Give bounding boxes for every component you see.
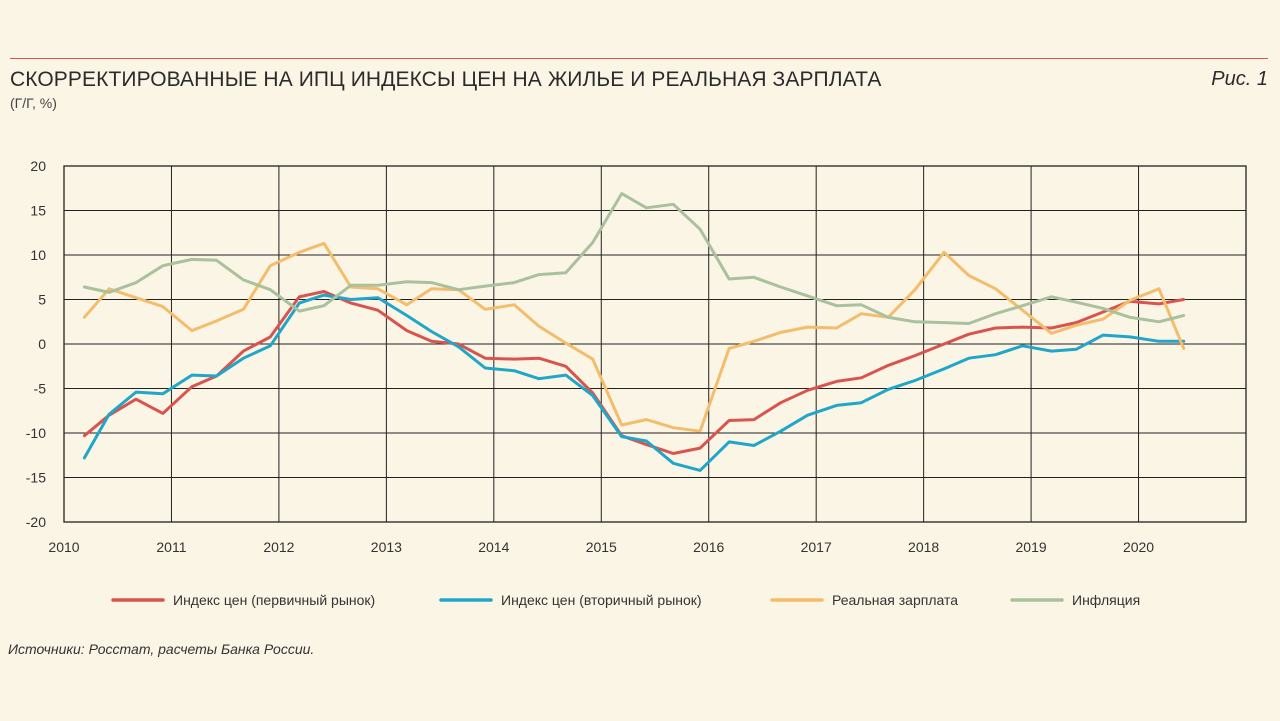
x-tick-label: 2016 — [693, 539, 724, 555]
y-tick-label: -15 — [26, 470, 46, 486]
y-tick-label: -20 — [26, 514, 46, 530]
x-axis-ticks: 2010 2011 2012 2013 2014 2015 2016 2017 2018 2019… — [48, 539, 1154, 555]
series-line-1 — [82, 290, 1186, 455]
x-tick-label: 2013 — [371, 539, 402, 555]
series-line-2 — [82, 293, 1186, 472]
x-tick-label: 2020 — [1123, 539, 1154, 555]
x-tick-label: 2015 — [586, 539, 617, 555]
y-tick-label: 15 — [30, 203, 46, 219]
grid — [63, 165, 1247, 523]
legend-label-4: Инфляция — [1072, 592, 1140, 608]
y-tick-label: -10 — [26, 425, 46, 441]
legend: Индекс цен (первичный рынок) Индекс цен (… — [111, 592, 1140, 608]
figure-label: Рис. 1 — [1211, 68, 1268, 90]
x-tick-label: 2012 — [263, 539, 294, 555]
y-tick-label: 20 — [30, 158, 46, 174]
figure-subtitle: (Г/Г, %) — [10, 95, 57, 111]
y-tick-label: 10 — [30, 247, 46, 263]
y-tick-label: 0 — [38, 336, 46, 352]
legend-label-3: Реальная зарплата — [832, 592, 958, 608]
x-tick-label: 2014 — [478, 539, 509, 555]
x-tick-label: 2018 — [908, 539, 939, 555]
source-note: Источники: Росстат, расчеты Банка России… — [8, 641, 315, 657]
y-tick-label: 5 — [38, 292, 46, 308]
x-tick-label: 2019 — [1016, 539, 1047, 555]
series-lines — [82, 192, 1186, 472]
x-tick-label: 2011 — [156, 539, 186, 555]
y-axis-ticks: 20 15 10 5 0 -5 -10 -15 -20 — [26, 158, 46, 530]
figure-title: СКОРРЕКТИРОВАННЫЕ НА ИПЦ ИНДЕКСЫ ЦЕН НА … — [10, 68, 882, 91]
x-tick-label: 2010 — [48, 539, 79, 555]
series-line-3 — [82, 241, 1186, 433]
legend-label-1: Индекс цен (первичный рынок) — [173, 592, 375, 608]
legend-label-2: Индекс цен (вторичный рынок) — [501, 592, 702, 608]
top-divider — [10, 58, 1268, 59]
y-tick-label: -5 — [34, 381, 47, 397]
series-line-4 — [82, 192, 1186, 325]
x-tick-label: 2017 — [801, 539, 832, 555]
